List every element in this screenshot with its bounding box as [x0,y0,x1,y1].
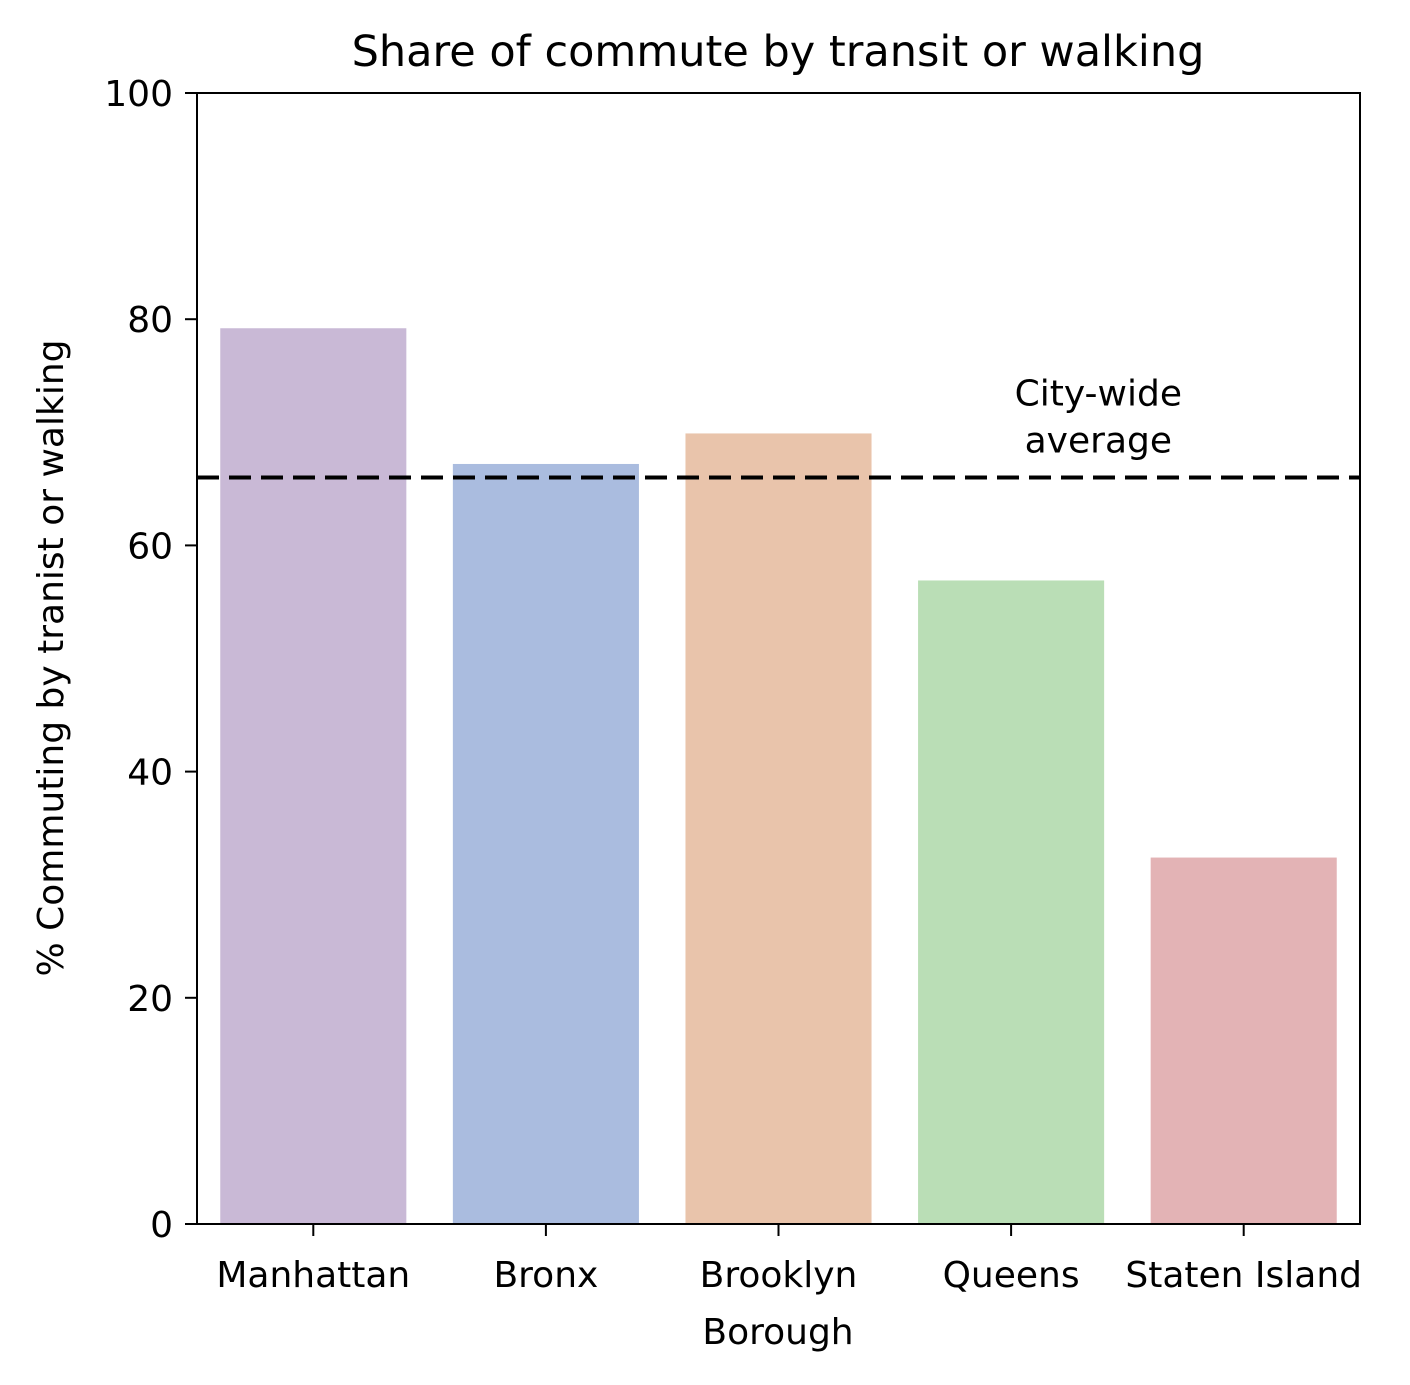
y-axis: 0 20 40 60 80 100 [104,74,197,1246]
x-tick-label: Staten Island [1125,1255,1362,1296]
y-axis-label: % Commuting by tranist or walking [31,340,72,977]
y-tick-label: 60 [127,526,173,567]
y-tick-label: 0 [150,1205,173,1246]
y-tick-label: 40 [127,753,173,794]
annotation-line: City-wide [1015,374,1182,415]
y-tick-label: 20 [127,979,173,1020]
chart-title: Share of commute by transit or walking [352,27,1205,77]
bar-manhattan [220,328,407,1224]
x-tick-label: Manhattan [216,1255,410,1296]
bar-bronx [452,463,639,1224]
bars [220,328,1337,1224]
x-tick-label: Queens [943,1255,1080,1296]
x-axis-label: Borough [702,1312,853,1353]
bar-queens [918,580,1105,1224]
x-tick-label: Brooklyn [700,1255,858,1296]
x-tick-label: Bronx [493,1255,598,1296]
y-tick-label: 80 [127,300,173,341]
x-axis: Manhattan Bronx Brooklyn Queens Staten Islan… [216,1224,1362,1296]
bar-brooklyn [685,433,872,1224]
bar-staten-island [1150,857,1337,1224]
y-tick-label: 100 [104,74,173,115]
annotation-line: average [1025,421,1172,462]
reference-line-annotation: City-wide average [1015,374,1182,462]
